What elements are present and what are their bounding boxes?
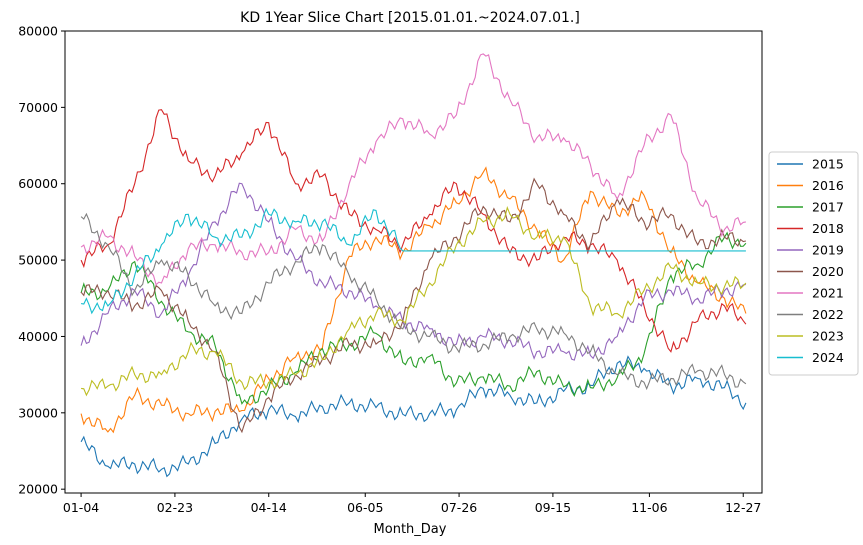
y-tick-label: 50000 (18, 253, 58, 268)
x-tick-label: 12-27 (725, 500, 761, 515)
series-line-2019 (80, 182, 746, 361)
y-tick-label: 30000 (18, 405, 58, 420)
y-tick-label: 20000 (18, 482, 58, 497)
series-line-2023 (81, 205, 747, 397)
x-tick-label: 07-26 (441, 500, 477, 515)
series-line-2024 (81, 207, 746, 315)
x-tick-label: 04-14 (251, 500, 287, 515)
legend: 2015 2016 2017 2018 2019 2020 2021 2022 2023 2024 (768, 151, 859, 376)
legend-label-2017: 2017 (812, 200, 844, 215)
series-line-2016 (80, 166, 747, 434)
y-tick-label: 40000 (18, 329, 58, 344)
legend-label-2018: 2018 (812, 221, 844, 236)
chart-title: KD 1Year Slice Chart [2015.01.01.~2024.0… (240, 10, 580, 26)
legend-label-2021: 2021 (812, 286, 844, 301)
y-tick-label: 60000 (18, 176, 58, 191)
series-line-2018 (80, 109, 747, 353)
y-tick-label: 80000 (18, 24, 58, 39)
x-tick-label: 09-15 (535, 500, 571, 515)
series-line-2015 (80, 355, 747, 478)
legend-label-2019: 2019 (812, 243, 844, 258)
legend-label-2016: 2016 (812, 178, 844, 193)
y-tick-label: 70000 (18, 100, 58, 115)
legend-label-2020: 2020 (812, 264, 844, 279)
plot-lines (80, 53, 747, 478)
x-axis-label: Month_Day (374, 522, 447, 537)
legend-label-2023: 2023 (812, 329, 844, 344)
legend-label-2015: 2015 (812, 157, 844, 172)
series-line-2017 (80, 231, 747, 405)
series-line-2022 (80, 212, 747, 391)
x-axis: 01-04 02-23 04-14 06-05 07-26 09-15 11-06 12-27 (63, 493, 761, 515)
plot-frame (64, 30, 763, 494)
y-axis: 20000 30000 40000 50000 60000 70000 80000 (18, 24, 65, 497)
x-tick-label: 02-23 (157, 500, 193, 515)
series-line-2021 (80, 53, 747, 286)
x-tick-label: 01-04 (63, 500, 99, 515)
legend-label-2024: 2024 (812, 350, 844, 365)
x-tick-label: 06-05 (347, 500, 383, 515)
legend-label-2022: 2022 (812, 307, 844, 322)
series-line-2020 (80, 177, 747, 434)
x-tick-label: 11-06 (631, 500, 667, 515)
